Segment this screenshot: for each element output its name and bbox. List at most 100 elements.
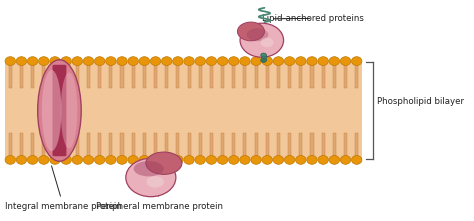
Bar	[344, 133, 347, 156]
Bar	[120, 133, 124, 156]
Bar	[76, 65, 79, 88]
Ellipse shape	[117, 57, 127, 65]
Bar	[344, 65, 347, 88]
Ellipse shape	[162, 57, 172, 65]
Bar	[199, 133, 202, 156]
Bar	[87, 65, 90, 88]
Bar	[188, 133, 191, 156]
Bar	[9, 133, 12, 156]
Ellipse shape	[173, 156, 183, 164]
Ellipse shape	[206, 57, 217, 65]
Bar	[165, 133, 168, 156]
Bar	[310, 65, 313, 88]
Bar	[98, 65, 101, 88]
Bar	[54, 65, 56, 88]
Ellipse shape	[83, 156, 94, 164]
Ellipse shape	[38, 156, 49, 164]
Ellipse shape	[284, 156, 295, 164]
Bar	[20, 65, 23, 88]
Ellipse shape	[139, 57, 150, 65]
Bar	[322, 133, 325, 156]
Ellipse shape	[94, 57, 105, 65]
Ellipse shape	[261, 38, 273, 47]
Ellipse shape	[16, 57, 27, 65]
Bar	[98, 133, 101, 156]
Ellipse shape	[262, 156, 273, 164]
Ellipse shape	[307, 57, 317, 65]
Bar	[232, 133, 235, 156]
Ellipse shape	[126, 158, 176, 197]
Bar	[277, 65, 280, 88]
Ellipse shape	[240, 156, 250, 164]
Bar	[210, 65, 213, 88]
Bar	[109, 65, 112, 88]
Bar	[87, 133, 90, 156]
Bar	[132, 65, 135, 88]
Bar	[244, 133, 246, 156]
Ellipse shape	[329, 57, 339, 65]
Ellipse shape	[184, 156, 194, 164]
Ellipse shape	[72, 156, 82, 164]
Ellipse shape	[318, 156, 328, 164]
Bar	[333, 65, 336, 88]
Bar	[176, 65, 180, 88]
Ellipse shape	[150, 57, 161, 65]
Ellipse shape	[128, 57, 138, 65]
Bar	[199, 65, 202, 88]
Ellipse shape	[42, 70, 62, 151]
Bar	[176, 133, 180, 156]
Ellipse shape	[351, 156, 362, 164]
Bar	[143, 133, 146, 156]
Ellipse shape	[240, 23, 283, 57]
Bar	[221, 133, 224, 156]
Ellipse shape	[228, 57, 239, 65]
Ellipse shape	[94, 156, 105, 164]
Ellipse shape	[50, 156, 60, 164]
Ellipse shape	[184, 57, 194, 65]
Text: Lipid-anchored proteins: Lipid-anchored proteins	[262, 14, 364, 23]
Ellipse shape	[340, 156, 351, 164]
Ellipse shape	[228, 156, 239, 164]
Ellipse shape	[38, 60, 81, 161]
Ellipse shape	[195, 57, 205, 65]
Ellipse shape	[284, 57, 295, 65]
Ellipse shape	[72, 57, 82, 65]
Bar	[299, 65, 302, 88]
Ellipse shape	[61, 72, 77, 149]
Ellipse shape	[261, 58, 266, 62]
Ellipse shape	[162, 156, 172, 164]
Bar	[210, 133, 213, 156]
Text: Phospholipid bilayer: Phospholipid bilayer	[377, 97, 464, 106]
Bar	[64, 65, 68, 88]
Bar	[54, 133, 56, 156]
Bar	[188, 65, 191, 88]
Ellipse shape	[206, 156, 217, 164]
Ellipse shape	[50, 57, 60, 65]
Bar	[299, 133, 302, 156]
Ellipse shape	[134, 161, 164, 176]
Ellipse shape	[5, 57, 16, 65]
Ellipse shape	[5, 156, 16, 164]
Text: Peripheral membrane protein: Peripheral membrane protein	[96, 178, 223, 211]
Bar	[120, 65, 124, 88]
Ellipse shape	[16, 156, 27, 164]
Ellipse shape	[251, 57, 261, 65]
Ellipse shape	[61, 156, 72, 164]
Ellipse shape	[139, 156, 150, 164]
Ellipse shape	[251, 156, 261, 164]
Bar	[322, 65, 325, 88]
Bar	[355, 133, 358, 156]
Bar	[143, 65, 146, 88]
Bar	[266, 133, 269, 156]
Ellipse shape	[296, 156, 306, 164]
Ellipse shape	[351, 57, 362, 65]
Bar	[333, 133, 336, 156]
Bar	[277, 133, 280, 156]
Ellipse shape	[307, 156, 317, 164]
Bar	[5, 62, 362, 159]
Bar	[310, 133, 313, 156]
Bar	[288, 133, 291, 156]
Ellipse shape	[195, 156, 205, 164]
Ellipse shape	[296, 57, 306, 65]
Ellipse shape	[218, 156, 228, 164]
